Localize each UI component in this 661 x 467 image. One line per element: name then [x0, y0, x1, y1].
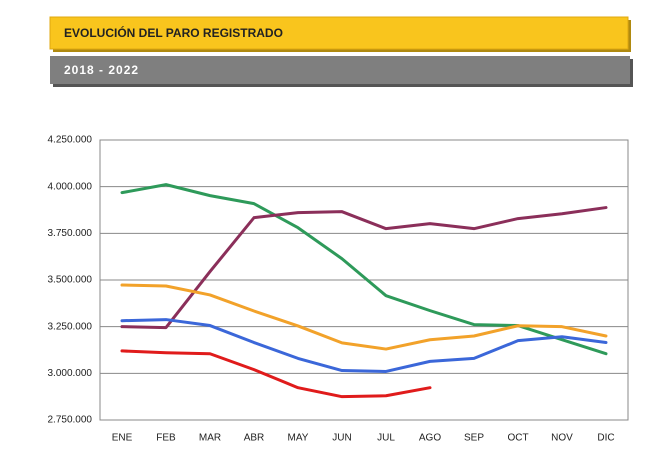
x-tick-label: MAR: [199, 433, 221, 444]
y-tick-label: 4.000.000: [48, 181, 93, 192]
x-tick-label: ABR: [244, 433, 265, 444]
x-tick-label: OCT: [507, 433, 528, 444]
chart-subtitle: 2018 - 2022: [64, 63, 139, 77]
chart-title: EVOLUCIÓN DEL PARO REGISTRADO: [64, 25, 283, 40]
series-line: [120, 183, 608, 356]
title-banner: [49, 16, 629, 50]
x-tick-label: JUL: [377, 433, 395, 444]
subtitle-banner: [50, 56, 630, 84]
x-tick-label: ENE: [112, 433, 133, 444]
y-tick-label: 3.250.000: [48, 321, 93, 332]
x-tick-label: SEP: [464, 433, 484, 444]
plot-frame: [99, 139, 629, 421]
series-line: [120, 349, 432, 399]
y-tick-label: 4.250.000: [48, 135, 93, 146]
series-line: [120, 206, 608, 330]
x-tick-label: DIC: [597, 433, 614, 444]
series-line: [120, 318, 608, 373]
y-tick-label: 3.750.000: [48, 228, 93, 239]
x-tick-label: JUN: [332, 433, 351, 444]
y-tick-label: 2.750.000: [48, 415, 93, 426]
x-tick-label: FEB: [156, 433, 176, 444]
series-line: [120, 283, 608, 351]
y-tick-label: 3.000.000: [48, 368, 93, 379]
x-tick-label: NOV: [551, 433, 573, 444]
y-tick-label: 3.500.000: [48, 275, 93, 286]
x-tick-label: AGO: [419, 433, 441, 444]
x-tick-label: MAY: [288, 433, 309, 444]
